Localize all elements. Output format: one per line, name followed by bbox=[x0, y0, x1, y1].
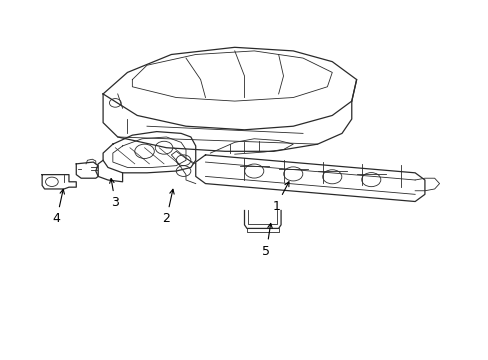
Text: 5: 5 bbox=[262, 224, 272, 257]
Text: 3: 3 bbox=[109, 179, 119, 209]
Text: 1: 1 bbox=[272, 182, 288, 213]
Text: 2: 2 bbox=[162, 189, 174, 225]
Text: 4: 4 bbox=[53, 189, 64, 225]
